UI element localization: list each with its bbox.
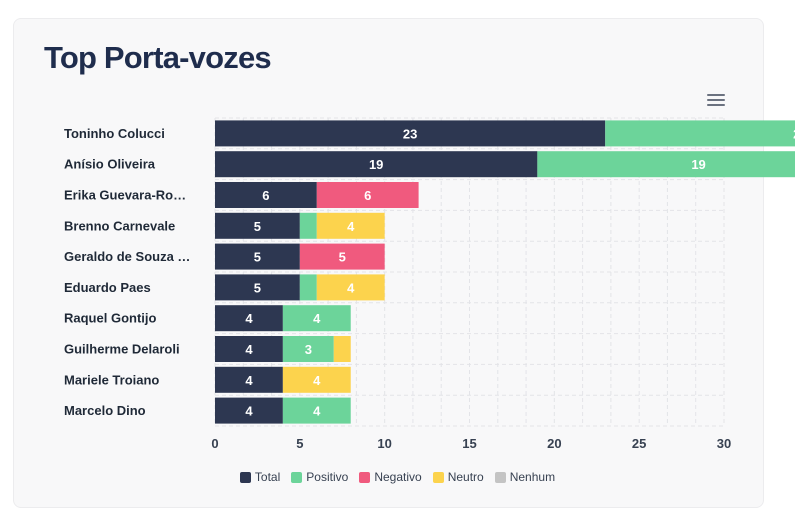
data-label: 23 — [403, 126, 417, 141]
category-label: Mariele Troiano — [64, 372, 159, 387]
bar-segment — [333, 336, 351, 362]
legend-label: Negativo — [374, 470, 422, 484]
data-label: 5 — [339, 250, 346, 265]
legend-swatch — [432, 471, 444, 483]
bar-segment — [215, 120, 606, 147]
data-label: 4 — [245, 373, 253, 388]
data-label: 4 — [313, 404, 321, 419]
x-tick-label: 25 — [632, 436, 646, 451]
bar-segment — [215, 212, 300, 239]
bar-segment — [215, 397, 283, 424]
legend-item[interactable]: Neutro — [432, 470, 484, 484]
data-label: 4 — [347, 219, 355, 234]
data-label: 5 — [254, 219, 261, 234]
data-label: 4 — [245, 342, 253, 357]
hamburger-menu-icon[interactable] — [707, 94, 725, 108]
legend-item[interactable]: Positivo — [291, 470, 348, 484]
data-label: 5 — [254, 250, 261, 265]
category-label: Guilherme Delaroli — [64, 342, 180, 357]
x-tick-label: 0 — [211, 436, 218, 451]
bar-segment — [282, 305, 351, 332]
legend-item[interactable]: Negativo — [359, 470, 422, 484]
bar-segment — [282, 336, 334, 362]
bar-segment — [316, 274, 385, 301]
data-label: 19 — [369, 157, 383, 172]
legend-label: Positivo — [306, 470, 349, 484]
x-tick-label: 5 — [296, 436, 303, 451]
bar-segment — [605, 120, 795, 147]
data-label: 4 — [313, 373, 321, 388]
legend-swatch — [239, 471, 251, 483]
legend-item[interactable]: Total — [239, 470, 281, 484]
bar-segment — [537, 151, 795, 178]
bar-segment — [299, 243, 385, 270]
legend-label: Total — [254, 470, 281, 484]
data-label: 23 — [793, 126, 795, 141]
data-label: 4 — [347, 280, 355, 295]
bar-segment — [316, 182, 419, 208]
data-label: 5 — [254, 280, 261, 295]
bar-segment — [215, 182, 317, 208]
bar-segment — [299, 212, 317, 239]
category-label: Geraldo de Souza … — [64, 249, 190, 264]
legend-label: Nenhum — [509, 470, 556, 484]
category-label: Brenno Carnevale — [64, 218, 175, 233]
x-tick-label: 20 — [547, 436, 561, 451]
data-label: 4 — [313, 311, 321, 326]
bar-segment — [282, 397, 351, 424]
x-tick-label: 15 — [462, 436, 476, 451]
data-label: 6 — [262, 188, 269, 203]
category-label: Erika Guevara-Ro… — [64, 188, 186, 203]
bar-segment — [299, 274, 317, 301]
data-label: 3 — [305, 342, 312, 357]
data-label: 4 — [245, 404, 253, 419]
legend-label: Neutro — [447, 470, 484, 484]
bar-segment — [215, 305, 283, 332]
bar-segment — [215, 274, 300, 301]
bar-segment — [215, 151, 538, 178]
data-label: 19 — [691, 157, 705, 172]
legend-swatch — [494, 471, 506, 483]
data-label: 4 — [245, 311, 253, 326]
category-label: Raquel Gontijo — [64, 311, 157, 326]
bar-segment — [215, 243, 300, 270]
legend-item[interactable]: Nenhum — [494, 470, 556, 484]
category-label: Eduardo Paes — [64, 280, 151, 295]
legend-swatch — [359, 471, 371, 483]
x-tick-label: 10 — [377, 436, 391, 451]
data-label: 6 — [364, 188, 371, 203]
category-label: Toninho Colucci — [64, 126, 165, 141]
bar-segment — [215, 366, 283, 393]
x-tick-label: 30 — [717, 436, 731, 451]
chart-legend: Total Positivo Negativo Neutro Nenhum — [0, 470, 795, 484]
bar-segment — [282, 366, 351, 393]
bar-segment — [215, 336, 283, 362]
bar-segment — [316, 212, 385, 239]
page-title: Top Porta-vozes — [44, 40, 272, 75]
category-label: Marcelo Dino — [64, 403, 146, 418]
category-label: Anísio Oliveira — [64, 157, 156, 172]
legend-swatch — [291, 471, 303, 483]
